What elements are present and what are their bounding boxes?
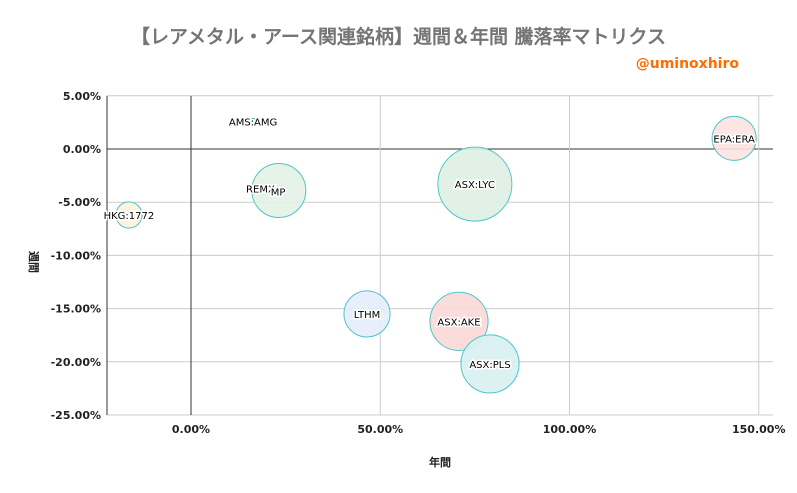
x-tick-label: 0.00%: [172, 423, 210, 436]
y-tick-label: 0.00%: [63, 143, 101, 156]
y-tick-label: -20.00%: [51, 356, 101, 369]
bubble-label: ASX:AKE: [437, 317, 480, 328]
bubble: [711, 115, 757, 161]
bubble-label: HKG:1772: [104, 211, 155, 222]
x-tick-label: 100.00%: [543, 423, 596, 436]
bubble-label: REMX: [246, 184, 275, 195]
bubble: [437, 146, 513, 222]
x-tick-label: 150.00%: [732, 423, 785, 436]
bubble-label: AMS:AMG: [229, 117, 277, 128]
bubble: [251, 162, 307, 218]
y-tick-label: -15.00%: [51, 303, 101, 316]
bubble: [115, 201, 143, 229]
chart-title: 【レアメタル・アース関連銘柄】週間＆年間 騰落率マトリクス: [130, 26, 666, 48]
x-tick-label: 50.00%: [357, 423, 403, 436]
y-tick-label: 5.00%: [63, 90, 101, 103]
chart-subtitle: @uminoxhiro: [635, 56, 739, 72]
bubble-label: ASX:PLS: [469, 360, 510, 371]
bubble-label: EPA:ERA: [713, 134, 755, 145]
y-axis-label: 週間: [27, 251, 41, 273]
y-tick-label: -5.00%: [58, 196, 101, 209]
bubble: [429, 291, 489, 351]
y-tick-label: -10.00%: [51, 249, 101, 262]
bubble: [343, 290, 391, 338]
bubble-label: ASX:LYC: [455, 180, 495, 191]
bubble-label: LTHM: [354, 310, 380, 321]
bubble: [249, 117, 257, 125]
bubble: [460, 334, 520, 394]
y-tick-label: -25.00%: [51, 409, 101, 422]
bubble-label: MP: [271, 187, 286, 198]
x-axis-label: 年間: [429, 455, 451, 469]
